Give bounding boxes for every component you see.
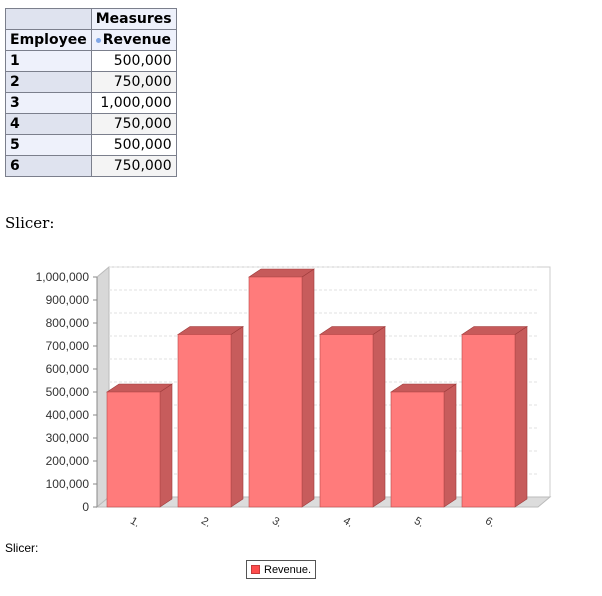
bar[interactable] — [248, 276, 303, 508]
x-tick-label: 2. — [199, 515, 213, 530]
table-row: 2 750,000 — [5, 71, 177, 93]
y-tick-label: 500,000 — [46, 385, 90, 399]
slicer-label-top: Slicer: — [5, 214, 55, 232]
bar-top — [248, 268, 315, 278]
x-tick-label: 3. — [270, 515, 284, 530]
table-row: 4 750,000 — [5, 113, 177, 135]
pivot-header-row-measures: Measures — [5, 8, 177, 30]
table-row: 5 500,000 — [5, 134, 177, 156]
revenue-cell: 500,000 — [90, 50, 177, 72]
employee-cell[interactable]: 5 — [5, 134, 92, 156]
employee-cell[interactable]: 1 — [5, 50, 92, 72]
y-tick-label: 400,000 — [46, 408, 90, 422]
employee-cell[interactable]: 4 — [5, 113, 92, 135]
bar-top — [177, 326, 244, 335]
y-tick-label: 300,000 — [46, 431, 90, 445]
bar-side — [230, 325, 244, 508]
revenue-header[interactable]: Revenue — [90, 29, 177, 51]
employee-cell[interactable]: 6 — [5, 155, 92, 177]
slicer-label-bottom: Slicer: — [5, 541, 39, 555]
revenue-header-label: Revenue — [102, 32, 172, 48]
y-tick-label: 200,000 — [46, 454, 90, 468]
y-tick-label: 700,000 — [46, 339, 90, 353]
bar-top — [319, 326, 386, 335]
bar[interactable] — [319, 334, 374, 508]
revenue-bar-chart: 0 100,000 200,000 300,000 400,000 500,000 600,… — [36, 265, 552, 530]
bar-side — [443, 383, 457, 508]
revenue-cell: 750,000 — [90, 155, 177, 177]
table-row: 6 750,000 — [5, 155, 177, 177]
revenue-cell: 1,000,000 — [90, 92, 177, 114]
x-tick-label: 4. — [341, 515, 355, 530]
y-tick-label: 600,000 — [46, 362, 90, 376]
revenue-cell: 750,000 — [90, 113, 177, 135]
measures-header[interactable]: Measures — [90, 8, 177, 30]
bar-top — [461, 326, 528, 335]
employee-cell[interactable]: 3 — [5, 92, 92, 114]
chart-legend: Revenue. — [246, 560, 317, 579]
table-row: 3 1,000,000 — [5, 92, 177, 114]
y-tick-label: 100,000 — [46, 477, 90, 491]
bar-side — [372, 325, 386, 508]
sort-indicator-icon[interactable] — [95, 37, 101, 43]
bar[interactable] — [390, 391, 445, 508]
table-row: 1 500,000 — [5, 50, 177, 72]
employee-header[interactable]: Employee — [5, 29, 92, 51]
y-tick-label: 1,000,000 — [36, 270, 90, 284]
bar-side — [301, 268, 315, 508]
x-tick-label: 1. — [128, 515, 142, 530]
bar-side — [514, 325, 528, 508]
legend-swatch — [251, 565, 260, 574]
bar-top — [106, 383, 173, 393]
y-tick-label: 900,000 — [46, 293, 90, 307]
bar[interactable] — [461, 334, 516, 508]
bar[interactable] — [106, 391, 161, 508]
employee-cell[interactable]: 2 — [5, 71, 92, 93]
revenue-cell: 500,000 — [90, 134, 177, 156]
pivot-table: Measures Employee Revenue 1 500,000 2 75… — [5, 8, 177, 177]
legend-label: Revenue. — [264, 563, 312, 576]
y-tick-label: 0 — [82, 500, 89, 514]
pivot-corner — [5, 8, 92, 30]
x-tick-label: 6. — [483, 515, 497, 530]
x-tick-label: 5. — [412, 515, 426, 530]
bar[interactable] — [177, 334, 232, 508]
revenue-cell: 750,000 — [90, 71, 177, 93]
pivot-header-row: Employee Revenue — [5, 29, 177, 51]
bar-top — [390, 383, 457, 393]
y-tick-label: 800,000 — [46, 316, 90, 330]
bar-side — [159, 383, 173, 508]
